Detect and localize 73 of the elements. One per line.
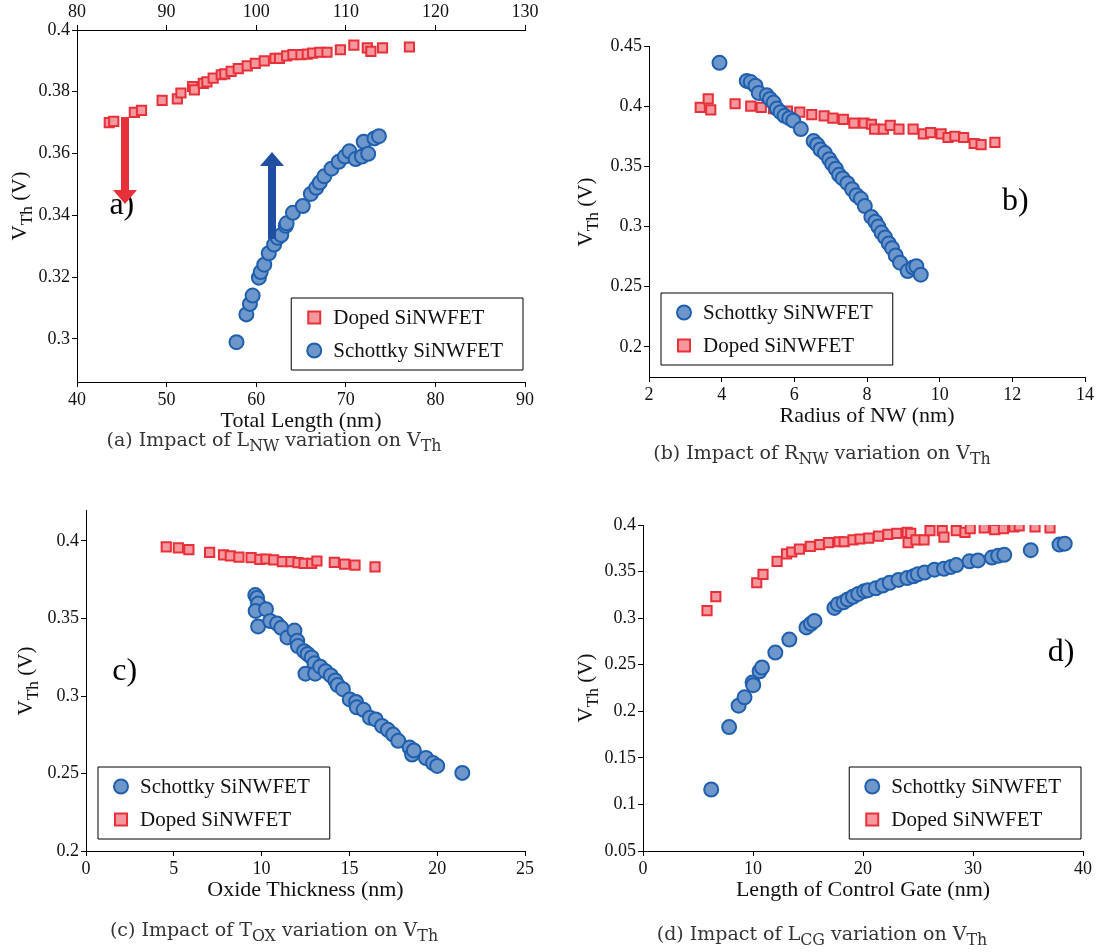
x2-tick-label: 100 <box>242 0 270 21</box>
y-tick-label: 0.1 <box>613 793 636 814</box>
y-tick-label: 0.36 <box>38 142 70 163</box>
x-tick-label: 4 <box>717 383 727 404</box>
text: (c) Impact of T$_{OX}$ variation on V$_{Th}$ <box>108 918 440 945</box>
x-tick-label: 2 <box>644 383 654 404</box>
y-tick-label: 0.38 <box>38 80 70 101</box>
y-tick-label: 0.4 <box>619 94 642 115</box>
legend-label: Doped SiNWFET <box>140 807 292 832</box>
legend-label: Schottky SiNWFET <box>333 338 504 363</box>
y-tick-label: 0.3 <box>613 606 636 627</box>
x-tick-label: 10 <box>930 383 949 404</box>
x-tick-label: 6 <box>789 383 799 404</box>
y-tick-label: 0.35 <box>604 560 636 581</box>
x-tick-label: 50 <box>157 388 176 409</box>
legend-label: Doped SiNWFET <box>703 333 855 358</box>
y-tick-label: 0.2 <box>619 335 642 356</box>
x-tick-label: 90 <box>516 388 534 409</box>
x-tick-label: 0 <box>638 857 648 878</box>
legend-label: Schottky SiNWFET <box>140 774 310 799</box>
y-tick-label: 0.35 <box>47 607 79 628</box>
annotation: c) <box>112 651 138 688</box>
annotation: d) <box>1047 631 1075 668</box>
text: (b) Impact of R$_{NW}$ variation on V$_{Th}$ <box>652 441 992 468</box>
y-tick-label: 0.35 <box>610 155 642 176</box>
annotation: b) <box>1001 180 1029 217</box>
y-tick-label: 0.3 <box>47 327 70 348</box>
x-tick-label: 15 <box>340 857 359 878</box>
legend-label: Doped SiNWFET <box>333 305 485 330</box>
x-axis-title: Oxide Thickness (nm) <box>207 875 404 901</box>
x-tick-label: 0 <box>81 857 91 878</box>
y-tick-label: 0.25 <box>47 762 79 783</box>
x-tick-label: 14 <box>1076 383 1094 404</box>
x-tick-label: 20 <box>854 857 872 878</box>
y-tick-label: 0.4 <box>613 513 636 534</box>
y-tick-label: 0.4 <box>56 529 79 550</box>
y-tick-label: 0.2 <box>56 839 79 860</box>
x2-tick-label: 110 <box>332 0 359 21</box>
x-tick-label: 40 <box>68 388 86 409</box>
x-tick-label: 25 <box>516 857 534 878</box>
x-tick-label: 40 <box>1074 857 1092 878</box>
x-axis-title: Radius of NW (nm) <box>779 401 955 427</box>
x-tick-label: 60 <box>247 388 266 409</box>
x2-tick-label: 90 <box>157 0 176 21</box>
x-axis-title: Total Length (nm) <box>220 406 382 432</box>
x-axis-title: Length of Control Gate (nm) <box>735 875 991 901</box>
x-tick-label: 8 <box>862 383 872 404</box>
x-tick-label: 70 <box>336 388 355 409</box>
y-tick-label: 0.15 <box>604 746 636 767</box>
x-tick-label: 12 <box>1003 383 1022 404</box>
x-tick-label: 80 <box>426 388 445 409</box>
y-tick-label: 0.34 <box>38 204 70 224</box>
legend-label: Schottky SiNWFET <box>891 774 1062 799</box>
x-tick-label: 10 <box>744 857 762 878</box>
x2-tick-label: 130 <box>511 0 539 21</box>
x-tick-label: 10 <box>252 857 271 878</box>
y-tick-label: 0.25 <box>604 653 636 674</box>
x2-tick-label: 120 <box>421 0 449 21</box>
legend-label: Doped SiNWFET <box>891 807 1043 832</box>
y-tick-label: 0.05 <box>604 839 636 860</box>
y-tick-label: 0.4 <box>47 18 70 39</box>
y-tick-label: 0.32 <box>38 265 70 286</box>
x2-tick-label: 80 <box>68 0 86 21</box>
y-tick-label: 0.25 <box>610 275 642 296</box>
x-tick-label: 20 <box>428 857 447 878</box>
y-tick-label: 0.2 <box>613 700 636 721</box>
y-tick-label: 0.45 <box>610 34 642 55</box>
y-tick-label: 0.3 <box>619 215 642 236</box>
x-tick-label: 5 <box>169 857 179 878</box>
y-tick-label: 0.3 <box>56 684 79 705</box>
x-tick-label: 30 <box>964 857 982 878</box>
text: (d) Impact of L$_{CG}$ variation on V$_{Th}$ <box>655 922 989 949</box>
legend-label: Schottky SiNWFET <box>703 300 873 325</box>
